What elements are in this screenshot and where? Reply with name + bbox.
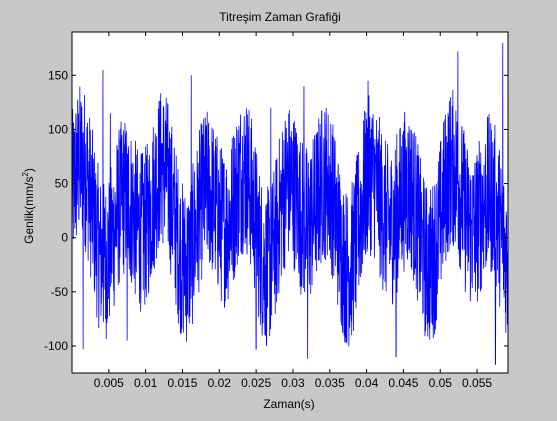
axes-frame: [71, 31, 509, 374]
series-line: [71, 42, 509, 365]
x-tick-label: 0.015: [167, 376, 197, 390]
x-tick-label: 0.04: [355, 376, 379, 390]
y-axis-label-superscript: 2: [21, 172, 30, 177]
x-tick-label: 0.035: [315, 376, 345, 390]
x-tick-label: 0.05: [429, 376, 453, 390]
x-tick-label: 0.025: [241, 376, 271, 390]
y-axis-label-main: Genlik(mm/s: [22, 177, 36, 244]
x-tick-label: 0.005: [94, 376, 124, 390]
x-tick-label: 0.01: [134, 376, 158, 390]
x-tick-label: 0.045: [388, 376, 418, 390]
y-tick-label: -100: [44, 339, 68, 353]
y-tick-label: 100: [48, 122, 68, 136]
x-tick-label: 0.03: [281, 376, 305, 390]
y-axis-label-close: ): [22, 168, 36, 172]
x-tick-label: 0.02: [208, 376, 232, 390]
y-tick-label: 0: [61, 231, 68, 245]
y-tick-label: -50: [51, 285, 69, 299]
y-axis-label: Genlik(mm/s2): [21, 168, 36, 244]
y-axis-ticks: -100 -50 0 50 100 150: [44, 68, 508, 353]
x-axis-label: Zaman(s): [263, 397, 314, 411]
x-axis-ticks: 0.005 0.01 0.015 0.02 0.025 0.03 0.035 0.04 0.04…: [94, 32, 492, 390]
x-tick-label: 0.055: [462, 376, 492, 390]
chart-title: Titreşim Zaman Grafiği: [219, 10, 341, 24]
y-tick-label: 150: [48, 68, 68, 82]
series-layer: [71, 42, 509, 365]
y-tick-label: 50: [55, 177, 69, 191]
